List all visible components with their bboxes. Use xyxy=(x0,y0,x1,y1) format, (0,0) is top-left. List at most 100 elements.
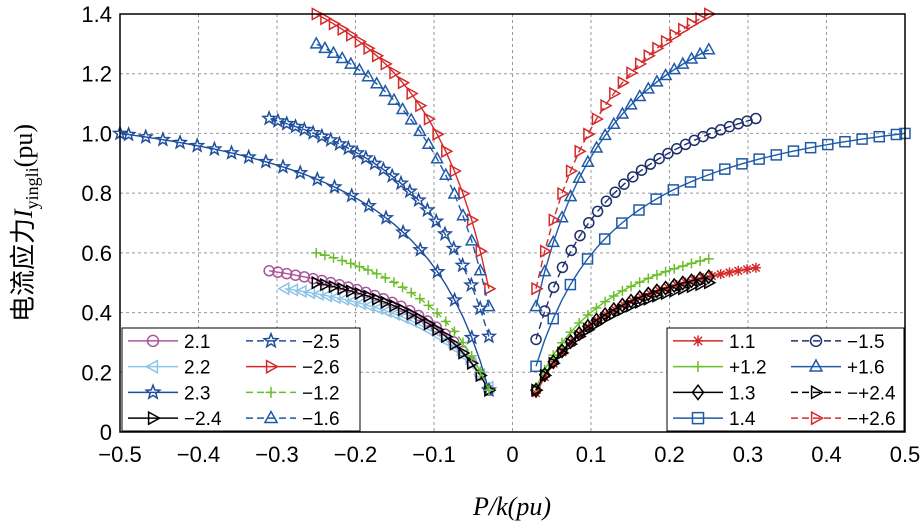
data-point xyxy=(598,127,612,141)
y-axis-label-symbol: I xyxy=(9,208,38,219)
legend-entry: 1.1 xyxy=(673,332,755,353)
data-point xyxy=(302,285,316,300)
data-point xyxy=(223,144,240,160)
data-point xyxy=(484,281,497,296)
data-point xyxy=(340,139,357,156)
data-point xyxy=(423,300,434,311)
data-point xyxy=(389,66,402,80)
data-point xyxy=(294,284,307,299)
data-point xyxy=(650,193,662,205)
data-point xyxy=(701,169,714,181)
x-axis-label: P/k(pu) xyxy=(472,492,551,521)
plot-frame xyxy=(119,13,906,433)
x-tick-label: 0.1 xyxy=(576,442,607,467)
data-point xyxy=(548,358,559,369)
legend-entry: 2.3 xyxy=(128,383,210,404)
data-point xyxy=(539,244,553,258)
data-point xyxy=(370,301,384,316)
data-point xyxy=(354,261,365,272)
legend-label: −1.2 xyxy=(302,383,340,404)
data-point xyxy=(311,275,324,290)
data-point xyxy=(412,241,429,257)
data-point xyxy=(289,269,302,281)
data-point xyxy=(262,331,280,349)
x-tick-label: 0.3 xyxy=(733,442,764,467)
data-point xyxy=(360,197,378,213)
data-point xyxy=(345,294,358,309)
data-point xyxy=(446,291,463,308)
data-point xyxy=(600,195,613,208)
data-point xyxy=(616,297,629,313)
data-point xyxy=(346,28,359,42)
data-point xyxy=(856,133,868,145)
data-point xyxy=(397,302,411,317)
data-point xyxy=(441,144,454,159)
data-point xyxy=(617,75,630,90)
legend-entry: −1.5 xyxy=(791,332,885,353)
data-point xyxy=(304,124,322,140)
legend-label: 1.4 xyxy=(729,409,756,430)
data-point xyxy=(337,281,350,296)
data-point xyxy=(565,164,579,178)
y-tick-label: 1.2 xyxy=(81,62,112,87)
data-point xyxy=(363,41,376,56)
data-point xyxy=(600,311,613,326)
x-tick-labels: −0.5 −0.4 −0.3 −0.2 −0.1 0 0.1 0.2 0.3 0.4 0.5 xyxy=(98,442,920,467)
x-tick-label: −0.2 xyxy=(334,442,377,467)
data-point xyxy=(144,383,162,400)
data-point xyxy=(475,366,486,377)
data-point xyxy=(263,265,275,277)
data-point xyxy=(633,289,646,306)
data-point xyxy=(691,411,705,425)
data-point xyxy=(427,212,445,229)
data-point xyxy=(311,247,322,258)
data-point xyxy=(873,130,886,143)
data-point xyxy=(146,334,160,348)
data-point xyxy=(670,143,683,155)
data-point xyxy=(291,164,309,180)
data-point xyxy=(677,260,688,271)
data-point xyxy=(260,109,278,126)
data-point xyxy=(483,385,494,396)
data-point xyxy=(458,337,469,348)
legend-label: 2.2 xyxy=(184,358,210,379)
x-tick-label: −0.3 xyxy=(255,442,298,467)
y-tick-label: 0 xyxy=(100,420,112,445)
data-point xyxy=(678,22,691,37)
data-point xyxy=(311,287,324,301)
data-point xyxy=(378,84,393,97)
data-point xyxy=(274,158,292,174)
data-point xyxy=(563,189,578,202)
legend-entry: 1.4 xyxy=(673,409,756,430)
data-point xyxy=(662,147,674,160)
data-point xyxy=(669,284,682,298)
data-point xyxy=(653,152,665,165)
data-point xyxy=(607,116,621,129)
legend-label: −2.6 xyxy=(302,358,340,379)
data-point xyxy=(137,128,154,145)
legend-box xyxy=(666,327,905,432)
x-tick-label: 0.5 xyxy=(890,442,921,467)
data-point xyxy=(436,225,454,242)
data-point xyxy=(406,86,419,101)
data-point xyxy=(454,256,471,273)
data-point xyxy=(296,120,313,137)
data-point xyxy=(810,410,825,426)
legend-entry: −2.6 xyxy=(246,358,340,379)
data-point xyxy=(395,101,410,115)
data-point xyxy=(287,117,304,134)
data-point xyxy=(634,295,648,310)
data-point xyxy=(348,144,366,161)
data-point xyxy=(430,151,444,164)
data-point xyxy=(547,281,560,294)
data-point xyxy=(432,127,445,141)
data-point xyxy=(615,106,630,119)
data-point xyxy=(736,158,748,170)
y-tick-label: 0.6 xyxy=(81,241,112,266)
legend-label: +1.2 xyxy=(729,358,767,379)
data-point xyxy=(404,112,418,125)
data-point xyxy=(704,275,717,290)
data-point xyxy=(257,153,274,169)
data-point xyxy=(600,98,613,113)
data-point xyxy=(354,286,367,301)
